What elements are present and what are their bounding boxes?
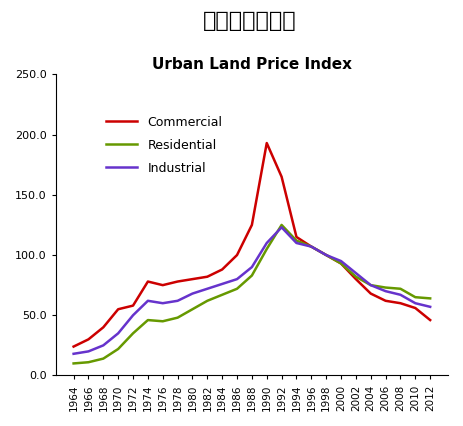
Commercial [264, 141, 269, 146]
Residential [294, 238, 299, 243]
Industrial [383, 288, 388, 294]
Residential [398, 286, 403, 291]
Industrial [368, 282, 374, 288]
Industrial [234, 276, 240, 282]
Commercial [249, 222, 255, 227]
Industrial [398, 292, 403, 297]
Commercial [100, 325, 106, 330]
Industrial [323, 253, 329, 258]
Industrial [175, 298, 181, 303]
Residential [219, 292, 225, 297]
Commercial [413, 305, 418, 311]
Legend: Commercial, Residential, Industrial: Commercial, Residential, Industrial [101, 111, 227, 180]
Commercial [383, 298, 388, 303]
Commercial [130, 303, 136, 308]
Industrial [115, 331, 121, 336]
Industrial [219, 282, 225, 287]
Residential [130, 331, 136, 336]
Residential [353, 274, 359, 279]
Industrial [264, 240, 269, 245]
Commercial [294, 234, 299, 239]
Commercial [86, 337, 91, 342]
Industrial [71, 351, 76, 357]
Residential [264, 247, 269, 252]
Commercial [115, 307, 121, 312]
Residential [205, 298, 210, 303]
Title: Urban Land Price Index: Urban Land Price Index [152, 57, 352, 72]
Commercial [323, 253, 329, 258]
Commercial [145, 279, 150, 284]
Residential [175, 315, 181, 320]
Residential [279, 222, 284, 227]
Industrial [279, 225, 284, 230]
Commercial [398, 301, 403, 306]
Industrial [413, 301, 418, 306]
Industrial [130, 313, 136, 318]
Text: 市街地価格指数: 市街地価格指数 [203, 11, 297, 31]
Residential [427, 296, 433, 301]
Line: Commercial: Commercial [74, 143, 430, 347]
Residential [71, 361, 76, 366]
Residential [86, 360, 91, 365]
Residential [323, 253, 329, 258]
Industrial [100, 343, 106, 348]
Industrial [294, 240, 299, 245]
Residential [383, 285, 388, 290]
Industrial [338, 259, 344, 264]
Commercial [338, 261, 344, 266]
Residential [160, 319, 166, 324]
Residential [308, 244, 314, 249]
Residential [413, 295, 418, 300]
Commercial [205, 274, 210, 279]
Industrial [160, 301, 166, 306]
Line: Industrial: Industrial [74, 227, 430, 354]
Residential [190, 307, 195, 312]
Residential [338, 261, 344, 266]
Industrial [427, 304, 433, 309]
Industrial [190, 291, 195, 296]
Residential [249, 273, 255, 278]
Commercial [71, 344, 76, 349]
Industrial [308, 244, 314, 249]
Commercial [427, 317, 433, 322]
Residential [100, 356, 106, 361]
Commercial [368, 291, 374, 296]
Residential [115, 346, 121, 351]
Industrial [205, 286, 210, 291]
Commercial [190, 276, 195, 282]
Industrial [249, 265, 255, 270]
Commercial [234, 253, 240, 258]
Commercial [160, 282, 166, 288]
Industrial [145, 298, 150, 303]
Commercial [219, 267, 225, 272]
Commercial [175, 279, 181, 284]
Residential [234, 286, 240, 291]
Residential [368, 282, 374, 288]
Commercial [353, 276, 359, 282]
Residential [145, 317, 150, 322]
Commercial [279, 174, 284, 179]
Industrial [353, 271, 359, 276]
Industrial [86, 349, 91, 354]
Line: Residential: Residential [74, 225, 430, 363]
Commercial [308, 244, 314, 249]
